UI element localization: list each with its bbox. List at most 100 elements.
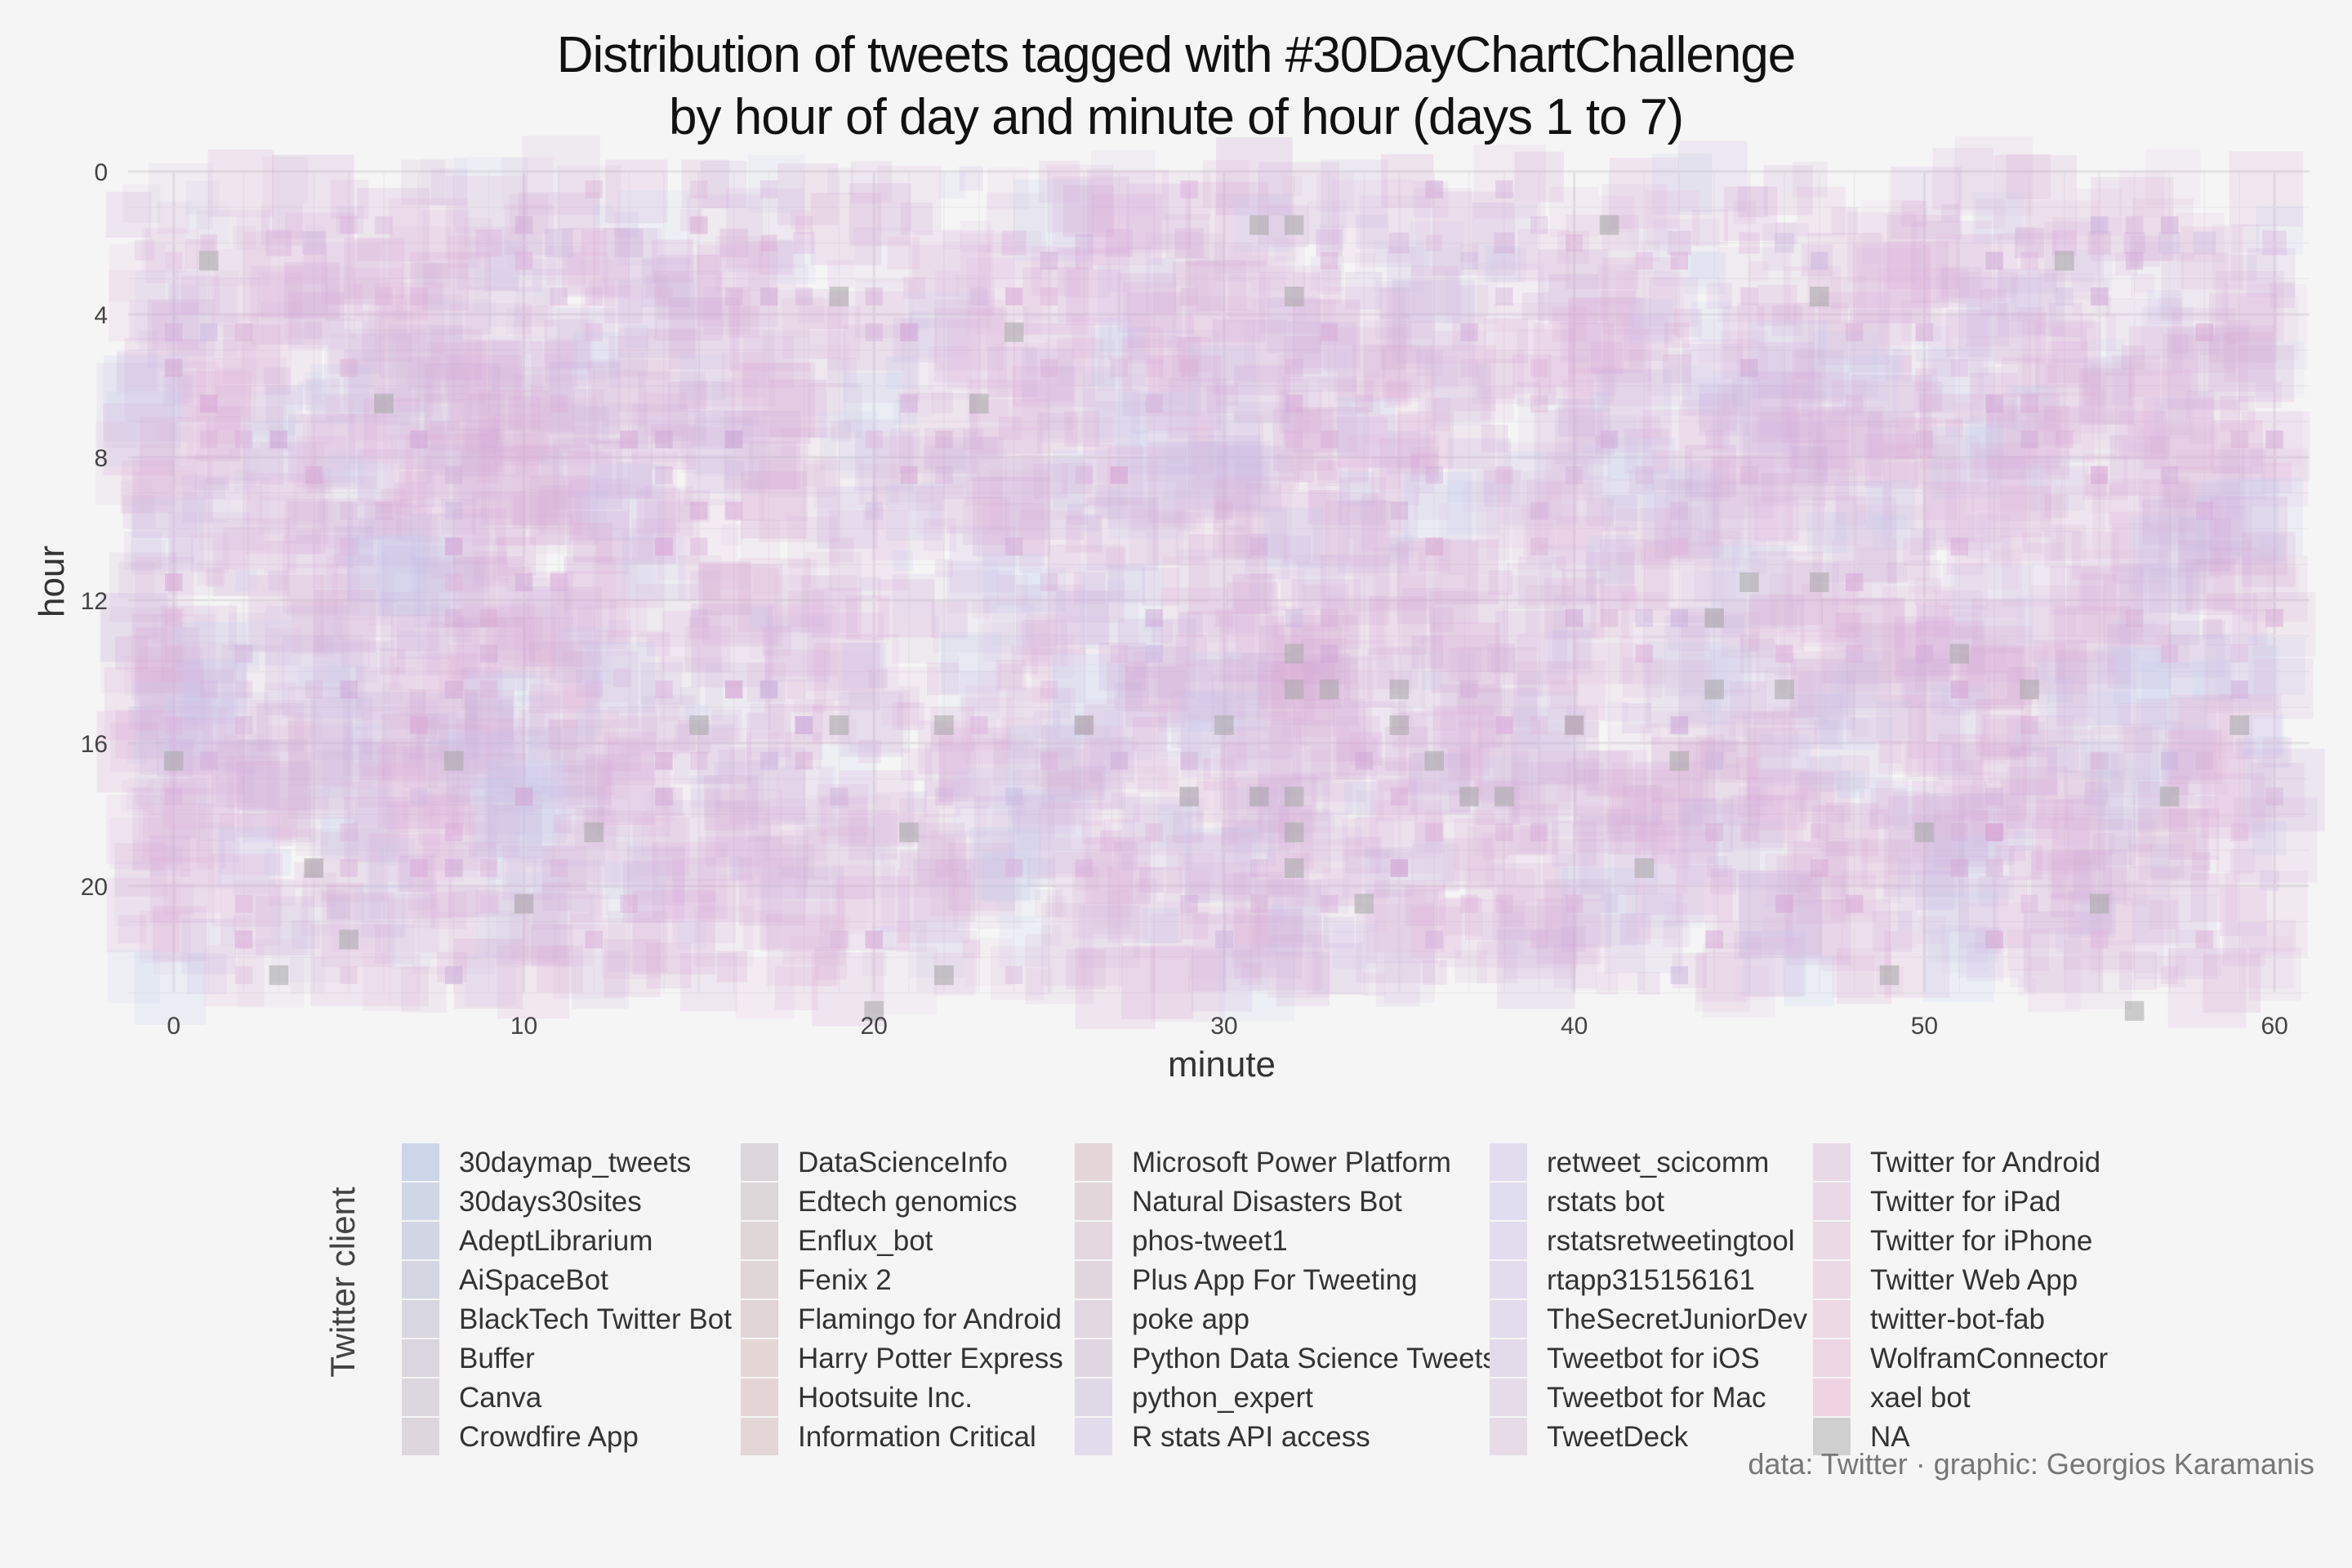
heatmap-tile [1560,321,1601,363]
heatmap-tile [1075,234,1094,252]
heatmap-tile [1845,644,1864,663]
heatmap-tile [655,787,673,806]
legend-label: Twitter for iPad [1870,1186,2061,1218]
heatmap-tile [2091,287,2109,306]
heatmap-tile [234,680,253,699]
heatmap-tile [655,430,673,448]
heatmap-tile [830,787,849,806]
heatmap-tile [1640,240,1660,261]
heatmap-tile [2158,293,2183,318]
heatmap-tile [1801,244,1833,277]
chart-caption: data: Twitter · graphic: Georgios Karama… [1748,1447,2314,1481]
heatmap-tile [791,210,810,230]
heatmap-tile [556,308,616,368]
legend-label: TheSecretJuniorDev [1547,1303,1808,1335]
heatmap-tile [715,235,769,291]
heatmap-tile [550,287,568,306]
heatmap-tile [1316,172,1355,212]
heatmap-tile [1941,266,1982,308]
heatmap-tile [721,523,743,546]
heatmap-tile [1597,264,1637,305]
heatmap-tile [625,324,649,349]
heatmap-tile [903,277,925,299]
heatmap-tile [2230,849,2255,875]
legend-key-swatch [402,1261,439,1298]
heatmap-tile [1317,301,1361,346]
legend-key-swatch [1075,1261,1112,1298]
heatmap-tile [1320,430,1339,448]
heatmap-tile [1958,277,2042,362]
heatmap-tile [1147,258,1176,287]
heatmap-tile [506,308,532,335]
heatmap-tile [1306,200,1348,242]
heatmap-tile [655,751,673,770]
heatmap-tile [1915,326,1950,362]
heatmap-tile [283,262,340,319]
heatmap-tile [968,289,995,317]
heatmap-tile [998,663,1022,688]
legend-label: Fenix 2 [798,1264,892,1296]
heatmap-tile [1856,247,1931,324]
heatmap-tile-na [2020,679,2039,700]
heatmap-tile [199,394,218,413]
heatmap-tile [1565,466,1584,484]
heatmap-tile [550,573,568,591]
heatmap-tile [669,297,740,370]
heatmap-tile [1811,823,1829,842]
heatmap-tile [1276,454,1294,473]
heatmap-tile [321,243,381,305]
legend-label: poke app [1132,1303,1250,1335]
heatmap-tile [234,716,253,734]
heatmap-tile [1127,292,1183,349]
heatmap-tile [1615,270,1684,341]
legend-label: AdeptLibrarium [459,1225,653,1257]
heatmap-tile [2169,334,2189,354]
heatmap-tile [2230,680,2248,699]
heatmap-tile-na [2230,715,2250,735]
heatmap-tile [1473,145,1546,219]
legend-key-swatch [1813,1379,1851,1416]
heatmap-tile [690,180,708,198]
heatmap-tile-na [339,929,359,950]
heatmap-tile [1145,394,1163,413]
heatmap-tile [1599,290,1635,327]
heatmap-tile [1228,244,1305,323]
heatmap-tile [357,188,430,262]
heatmap-tile [1568,297,1644,374]
heatmap-tile-na [1389,715,1410,735]
heatmap-tile-na [443,751,464,771]
heatmap-tile [234,966,253,985]
x-tick-label: 20 [861,1013,888,1040]
heatmap-tile [1495,823,1513,842]
heatmap-tile [1635,608,1654,627]
heatmap-tile [1176,315,1194,334]
heatmap-tile [2119,951,2157,991]
heatmap-tile [1784,955,1834,1006]
heatmap-tile [1320,323,1339,341]
heatmap-tile [1950,359,1968,377]
legend-label: Tweetbot for iOS [1547,1343,1760,1374]
heatmap-tile [2256,381,2283,408]
heatmap-tile [865,430,883,448]
legend-key-swatch [1813,1339,1851,1377]
heatmap-tile [1196,260,1246,311]
heatmap-tile [141,227,186,273]
heatmap-tile [1628,299,1673,344]
heatmap-tile [165,716,183,734]
heatmap-tile [260,301,302,345]
heatmap-tile [2128,844,2153,868]
heatmap-tile [655,680,673,699]
heatmap-tile-na [934,715,954,735]
heatmap-tile [1928,314,1989,377]
heatmap-tile [469,240,519,291]
heatmap-tile [265,229,292,256]
heatmap-tile [808,305,861,359]
heatmap-tile [234,894,253,913]
heatmap-tile [2230,430,2248,448]
heatmap-tile [210,277,259,327]
heatmap-tile [2265,787,2283,806]
legend-label: Harry Potter Express [798,1343,1063,1374]
heatmap-tile [935,430,953,448]
heatmap-tile-na [829,715,849,735]
heatmap-tile [1567,297,1651,383]
